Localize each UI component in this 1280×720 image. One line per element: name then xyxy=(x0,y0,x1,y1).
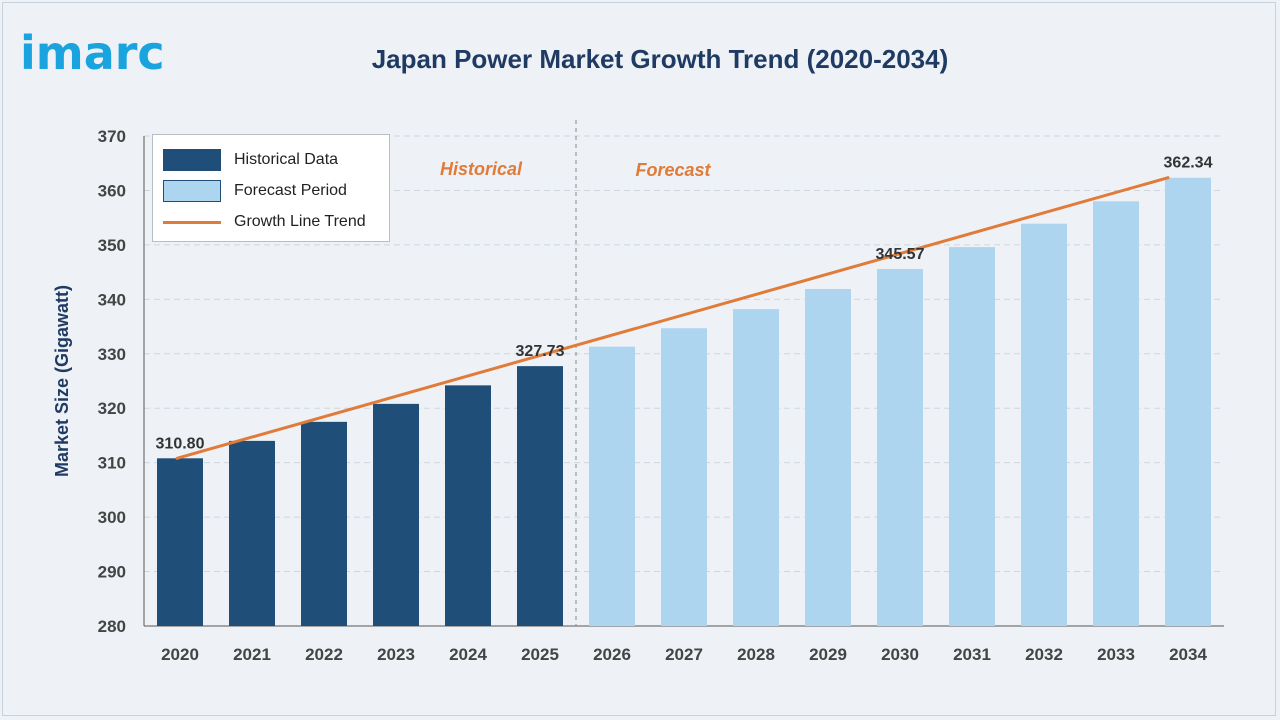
imarc-logo: imarc xyxy=(20,26,165,80)
y-tick-label: 330 xyxy=(98,345,126,364)
legend-swatch-trend xyxy=(163,220,221,224)
data-label-2025: 327.73 xyxy=(516,343,565,360)
chart-title: Japan Power Market Growth Trend (2020-20… xyxy=(371,44,949,74)
x-tick-label: 2029 xyxy=(809,645,847,664)
x-tick-label: 2022 xyxy=(305,645,343,664)
bar-2026 xyxy=(589,346,635,626)
legend-item-forecast: Forecast Period xyxy=(163,178,347,204)
x-tick-label: 2020 xyxy=(161,645,199,664)
x-tick-label: 2023 xyxy=(377,645,415,664)
y-tick-label: 340 xyxy=(98,290,126,309)
x-tick-label: 2024 xyxy=(449,645,487,664)
x-tick-label: 2028 xyxy=(737,645,775,664)
y-tick-label: 370 xyxy=(98,127,126,146)
legend-label-trend: Growth Line Trend xyxy=(234,213,366,230)
legend-item-historical: Historical Data xyxy=(163,147,338,173)
x-tick-label: 2026 xyxy=(593,645,631,664)
bar-2022 xyxy=(301,421,347,626)
x-tick-label: 2030 xyxy=(881,645,919,664)
bar-2021 xyxy=(229,440,275,626)
bar-2023 xyxy=(373,403,419,626)
bar-2033 xyxy=(1093,201,1139,627)
x-tick-label: 2027 xyxy=(665,645,703,664)
bar-2024 xyxy=(445,385,491,626)
bar-2028 xyxy=(733,309,779,626)
bar-2029 xyxy=(805,288,851,626)
historical-phase-label: Historical xyxy=(440,159,523,179)
y-tick-label: 350 xyxy=(98,236,126,255)
legend-label-forecast: Forecast Period xyxy=(234,182,347,199)
forecast-phase-label: Forecast xyxy=(635,160,711,180)
growth-trend-line xyxy=(175,176,1170,460)
x-tick-label: 2033 xyxy=(1097,645,1135,664)
bar-2034 xyxy=(1165,177,1211,626)
x-tick-label: 2032 xyxy=(1025,645,1063,664)
legend-item-trend: Growth Line Trend xyxy=(163,209,366,235)
y-tick-label: 320 xyxy=(98,399,126,418)
data-label-2030: 345.57 xyxy=(876,246,925,263)
legend: Historical Data Forecast Period Growth L… xyxy=(152,134,390,242)
x-tick-label: 2021 xyxy=(233,645,271,664)
data-label-2020: 310.80 xyxy=(156,435,205,452)
bar-2027 xyxy=(661,328,707,626)
legend-swatch-forecast xyxy=(163,180,221,202)
legend-label-historical: Historical Data xyxy=(234,151,339,168)
y-tick-label: 310 xyxy=(98,454,126,473)
bar-2020 xyxy=(157,458,203,626)
x-tick-label: 2034 xyxy=(1169,645,1207,664)
bar-2025 xyxy=(517,366,563,626)
bar-2032 xyxy=(1021,223,1067,626)
y-tick-label: 280 xyxy=(98,617,126,636)
bar-2030 xyxy=(877,269,923,626)
y-tick-label: 290 xyxy=(98,563,126,582)
y-axis-label: Market Size (Gigawatt) xyxy=(52,285,72,477)
y-tick-label: 360 xyxy=(98,181,126,200)
x-tick-label: 2031 xyxy=(953,645,991,664)
data-label-2034: 362.34 xyxy=(1164,155,1213,172)
bar-2031 xyxy=(949,247,995,627)
x-tick-label: 2025 xyxy=(521,645,559,664)
legend-swatch-historical xyxy=(163,149,221,171)
y-tick-label: 300 xyxy=(98,508,126,527)
